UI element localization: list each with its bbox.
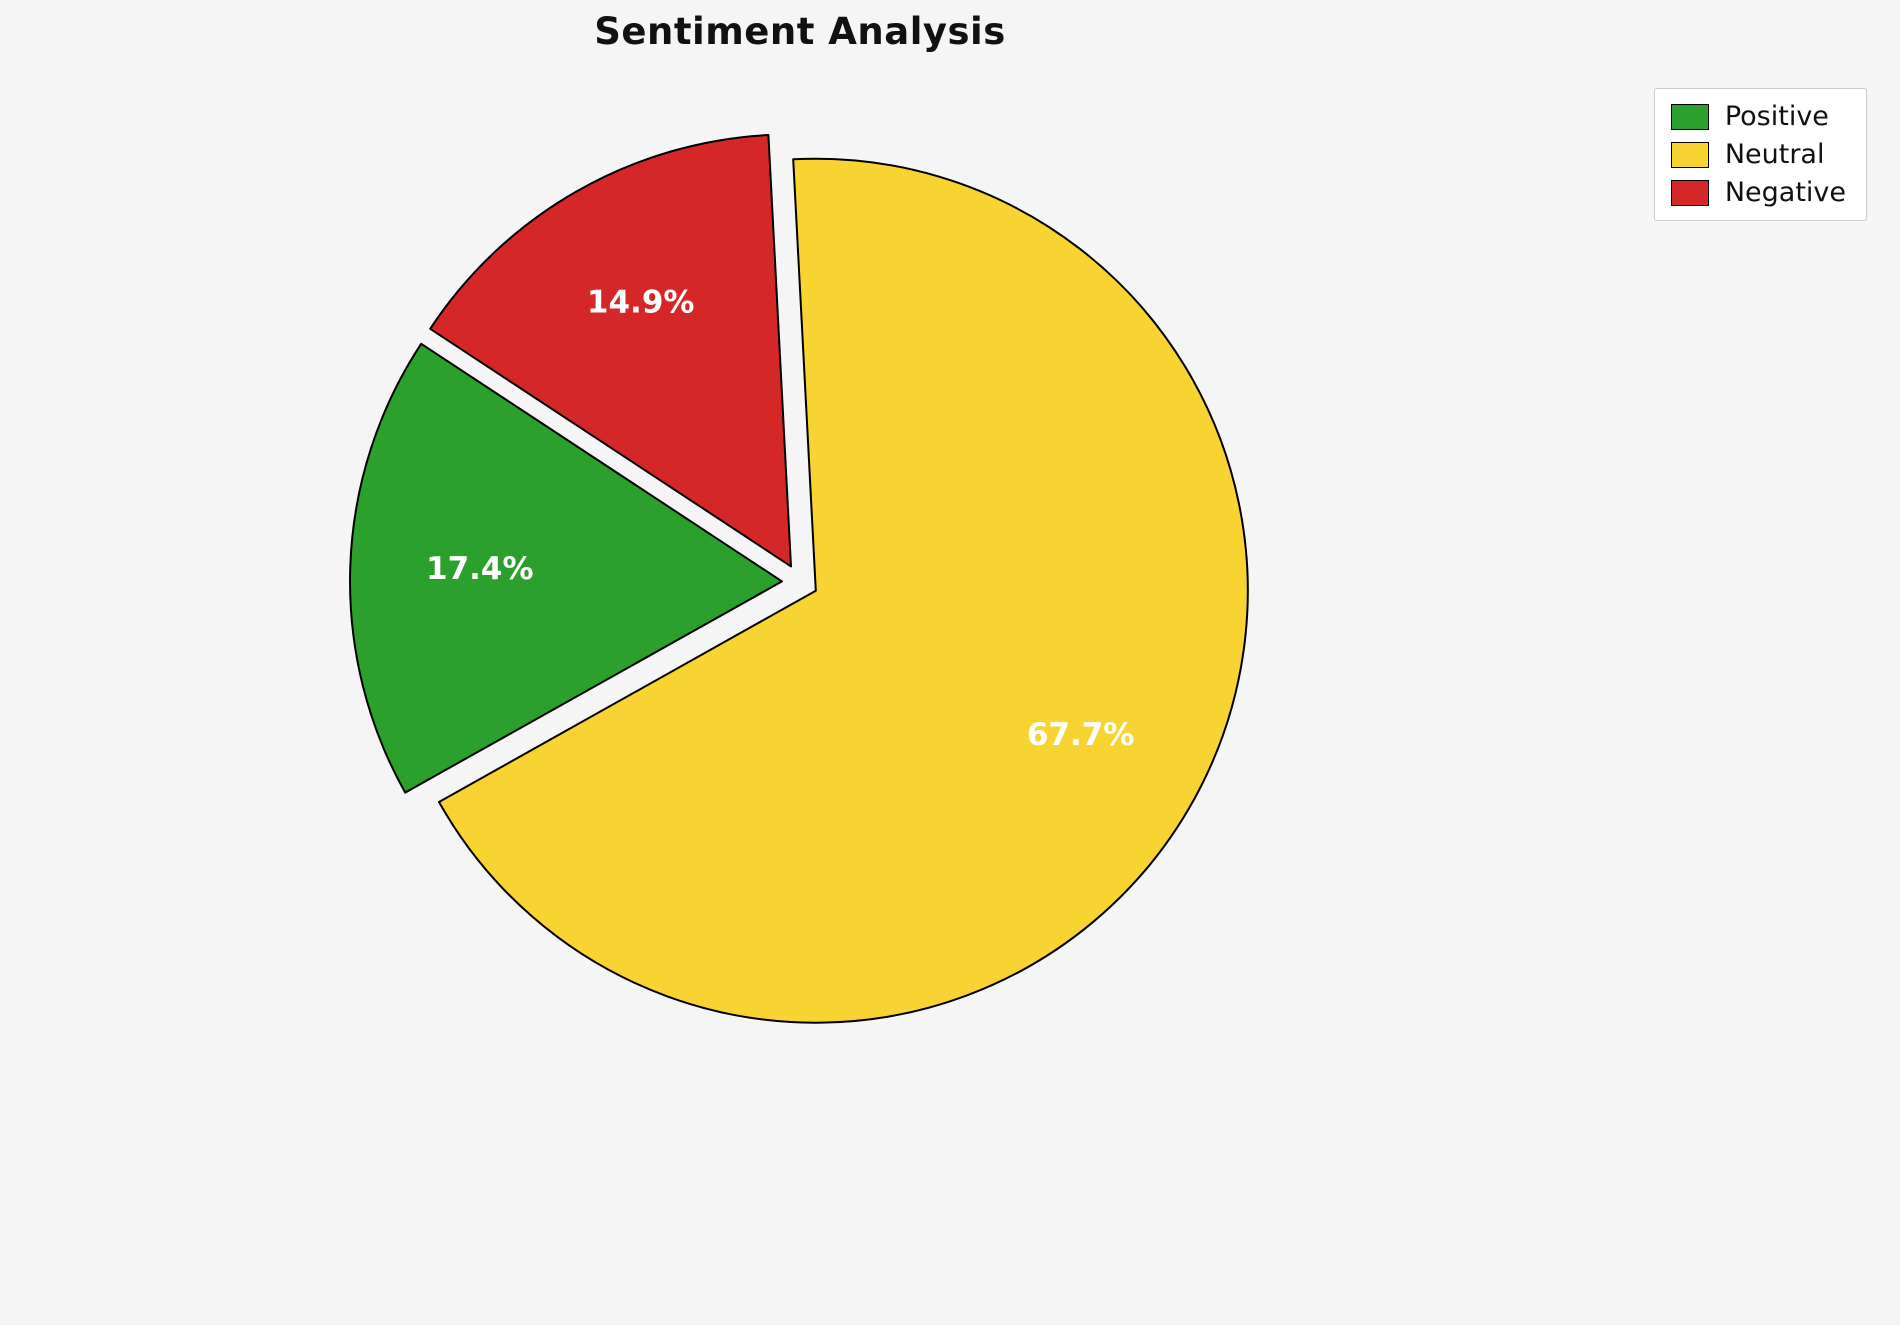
legend-label-positive: Positive [1724,101,1829,132]
legend-item-positive: Positive [1670,101,1846,132]
legend-swatch-neutral [1670,141,1709,168]
pie-slice-positive [349,342,783,794]
legend-item-negative: Negative [1670,177,1846,208]
pie-label-negative: 14.9% [587,285,695,321]
pie-slice-negative [429,134,792,568]
pie-label-positive: 17.4% [426,551,534,587]
legend-swatch-negative [1670,179,1709,206]
pie-slice-neutral [438,157,1249,1024]
chart-title: Sentiment Analysis [594,10,1006,53]
legend-label-negative: Negative [1724,177,1846,208]
legend-item-neutral: Neutral [1670,139,1846,170]
legend-swatch-positive [1670,103,1709,130]
pie-label-neutral: 67.7% [1027,717,1135,753]
legend: Positive Neutral Negative [1653,88,1867,221]
legend-label-neutral: Neutral [1724,139,1825,170]
